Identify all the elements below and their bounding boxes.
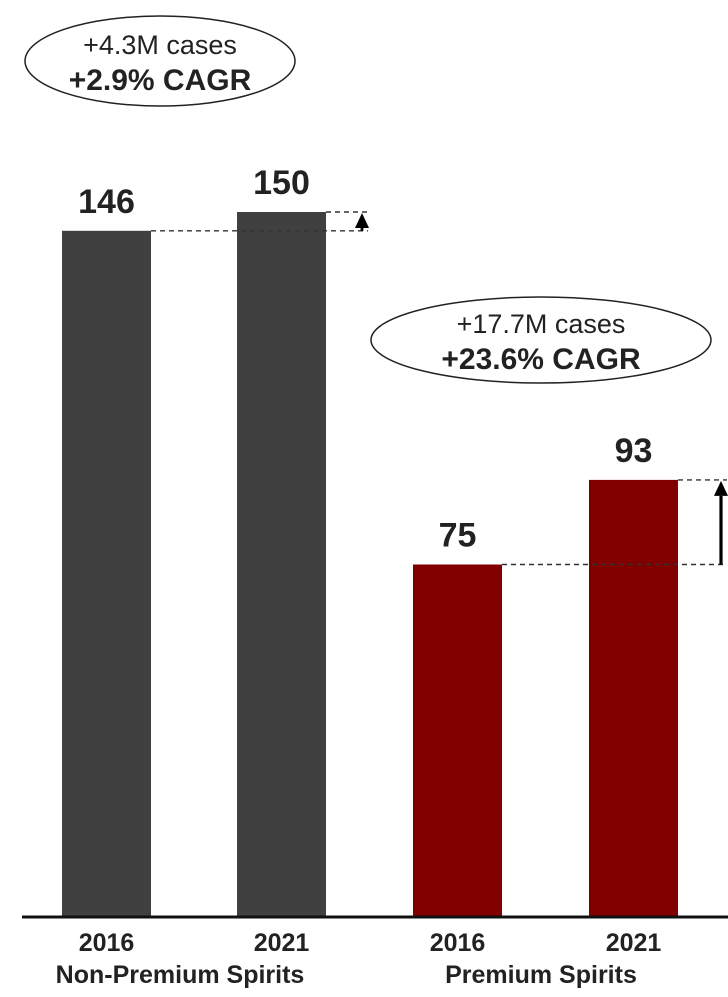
x-tick-non-premium-spirits-2021: 2021 <box>254 929 310 957</box>
labels-layer: 146 2016 150 2021 Non-Premium Spirits 75 2016 9… <box>56 164 662 989</box>
group-label-non-premium-spirits: Non-Premium Spirits <box>56 961 305 989</box>
bar-non-premium-spirits-2021 <box>237 212 326 917</box>
change-arrow-head-non-premium-spirits <box>355 213 369 228</box>
bar-premium-spirits-2016 <box>413 564 502 917</box>
x-tick-non-premium-spirits-2016: 2016 <box>79 929 135 957</box>
cagr-rate-label-non-premium-spirits: +2.9% CAGR <box>69 64 252 97</box>
bar-non-premium-spirits-2016 <box>62 230 151 918</box>
cagr-rate-label-premium-spirits: +23.6% CAGR <box>441 343 641 376</box>
data-label-non-premium-spirits-2021: 150 <box>253 164 310 202</box>
group-label-premium-spirits: Premium Spirits <box>445 961 637 989</box>
change-arrow-head-premium-spirits <box>714 480 728 496</box>
cagr-bubble-premium-spirits <box>370 296 712 384</box>
cagr-cases-label-non-premium-spirits: +4.3M cases <box>83 30 237 60</box>
data-label-premium-spirits-2021: 93 <box>615 432 653 470</box>
annotations-layer: +4.3M cases +2.9% CAGR +17.7M cases +23.6% … <box>24 15 712 384</box>
x-tick-premium-spirits-2016: 2016 <box>430 929 486 957</box>
bars-layer <box>62 212 678 918</box>
cagr-cases-label-premium-spirits: +17.7M cases <box>457 309 626 339</box>
data-label-non-premium-spirits-2016: 146 <box>78 183 135 221</box>
bar-premium-spirits-2021 <box>589 479 678 917</box>
data-label-premium-spirits-2016: 75 <box>439 517 477 555</box>
x-tick-premium-spirits-2021: 2021 <box>606 929 662 957</box>
guides-layer <box>151 211 728 566</box>
cagr-bubble-non-premium-spirits <box>24 15 296 107</box>
